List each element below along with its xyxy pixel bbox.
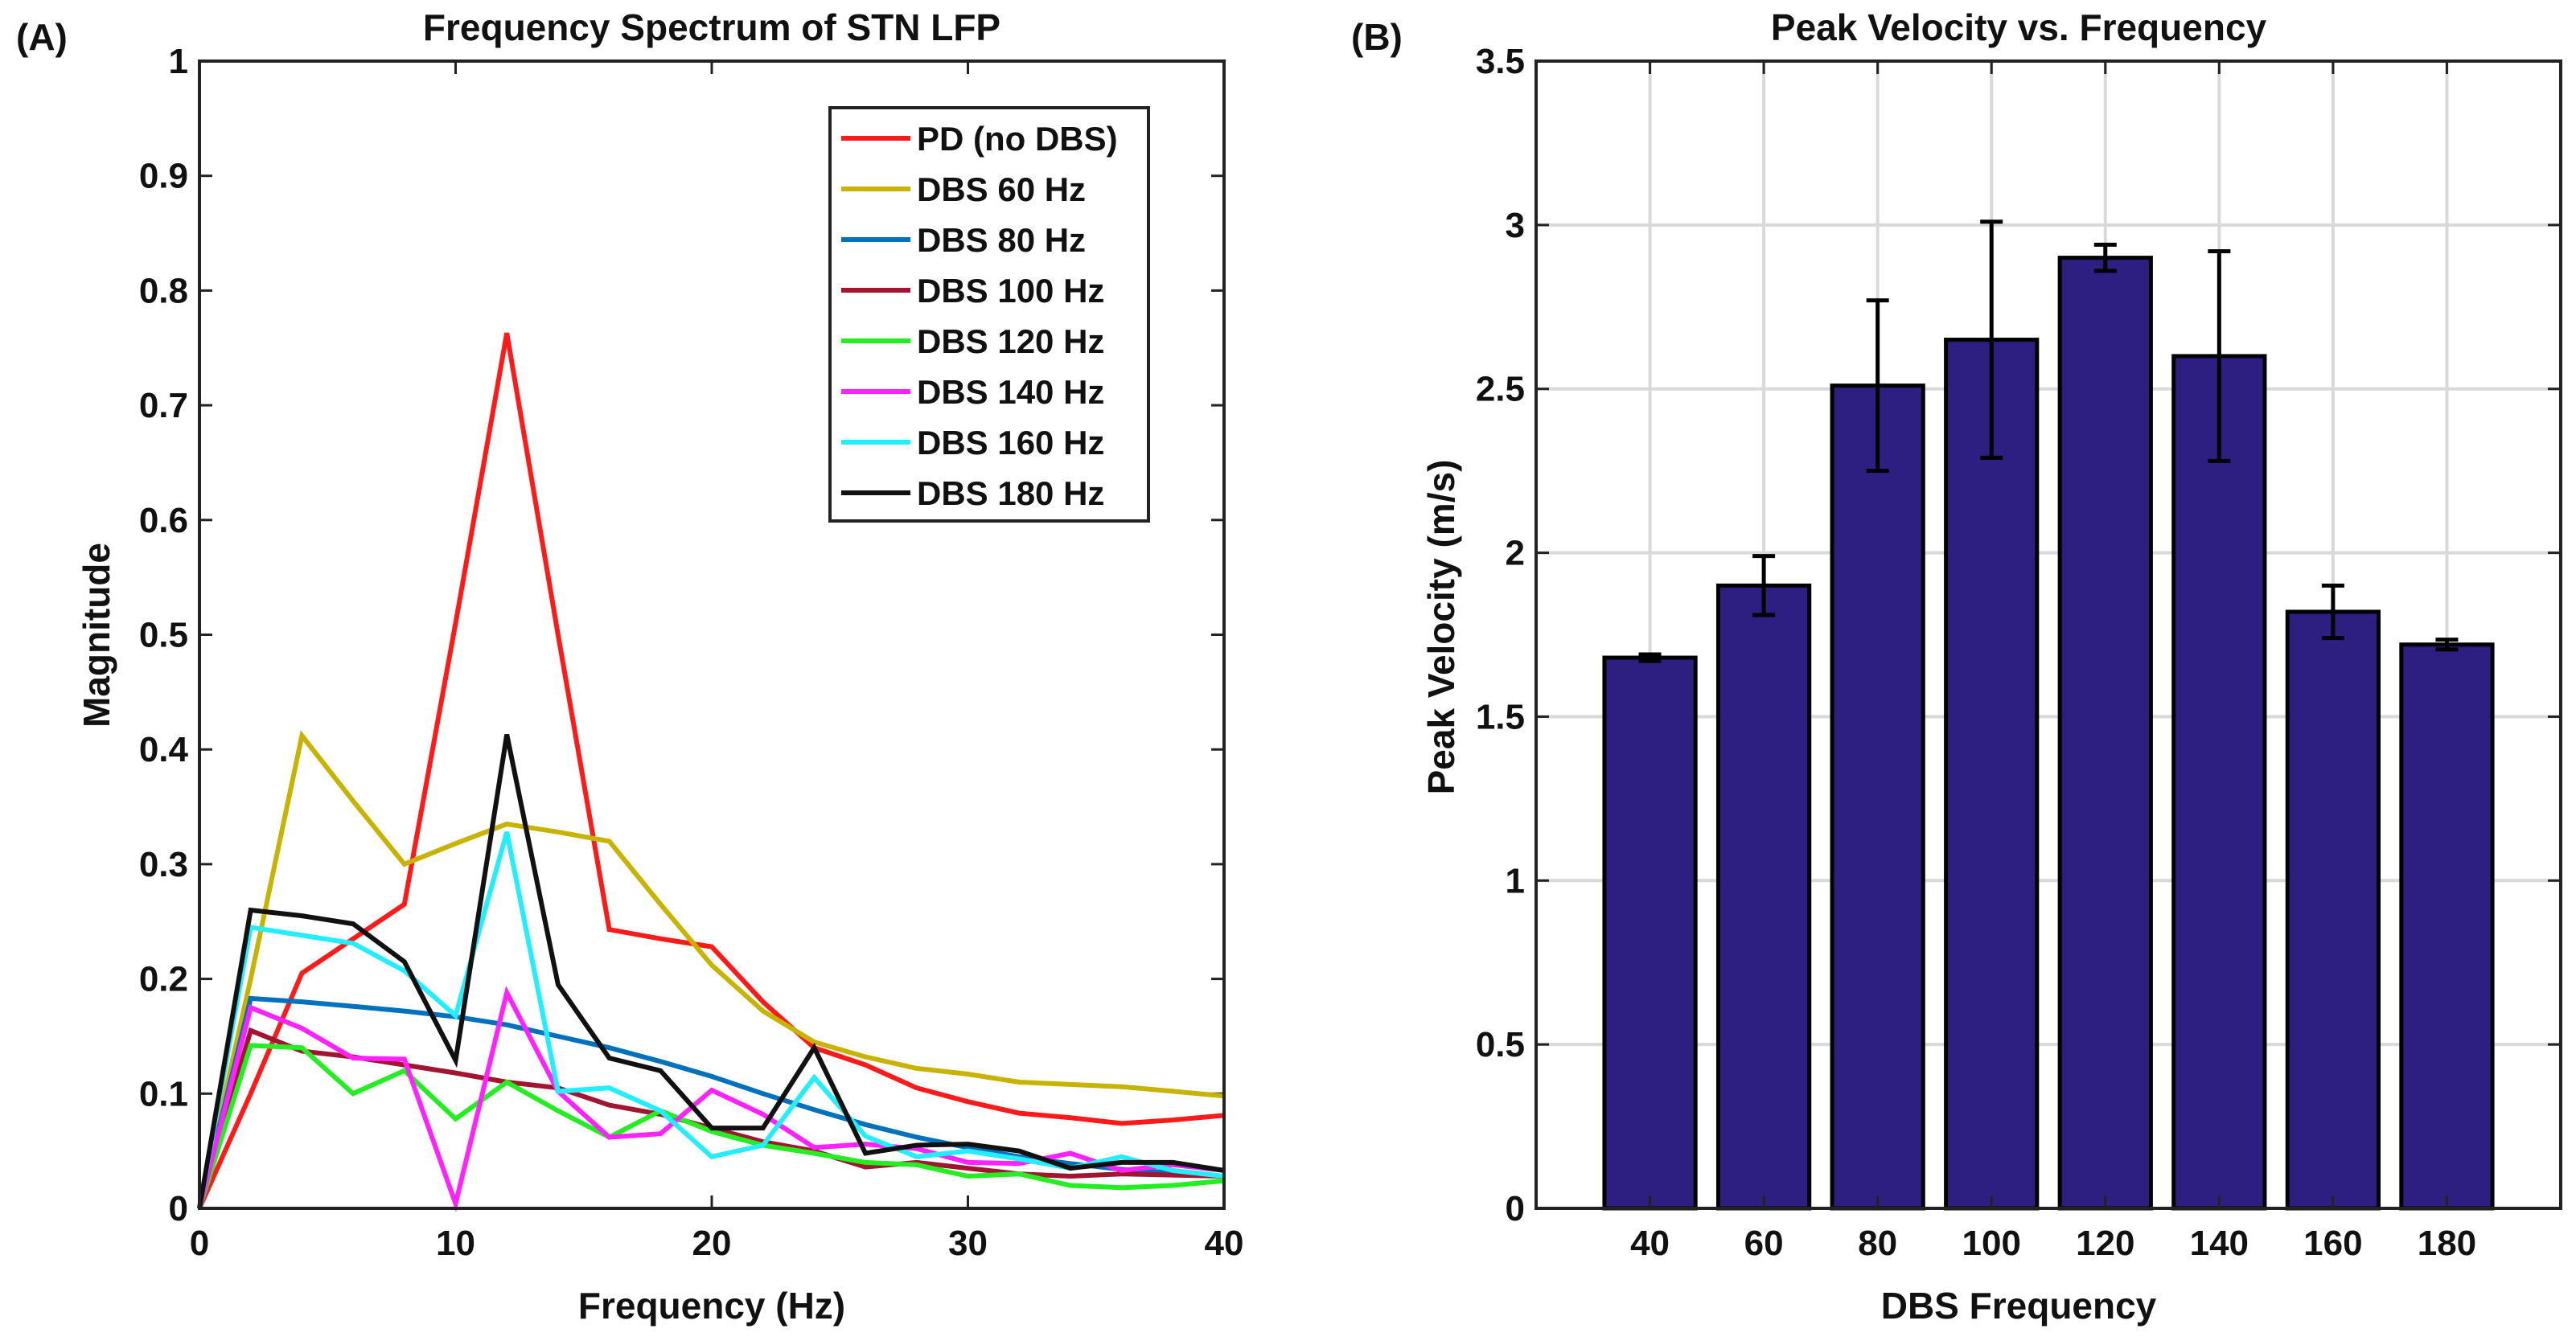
panel-a-title: Frequency Spectrum of STN LFP: [423, 6, 1000, 48]
panel-b-y-tick-label: 1: [1506, 861, 1525, 900]
panel-a-y-tick-label: 0.1: [139, 1074, 188, 1113]
panel-b-bar: [1830, 383, 1925, 1211]
panel-a-y-tick-label: 0.5: [139, 616, 188, 655]
panel-a-line-chart: (A) Frequency Spectrum of STN LFP 0 0.1 0.…: [16, 6, 1243, 1327]
panel-a-y-tick-label: 0.9: [139, 157, 188, 196]
panel-b-x-axis-label: DBS Frequency: [1881, 1285, 2157, 1327]
panel-a-legend-label: DBS 100 Hz: [917, 272, 1104, 310]
panel-a-series-line: [197, 1043, 1225, 1209]
panel-a-legend-label: PD (no DBS): [917, 120, 1118, 158]
panel-b-y-tick-label: 2.5: [1476, 370, 1525, 409]
panel-b-bar: [2399, 642, 2495, 1211]
panel-b-axes-frame: [1535, 59, 2562, 1210]
panel-a-y-tick-label: 0.2: [139, 960, 188, 999]
panel-b-y-tick-label: 2: [1506, 534, 1525, 573]
panel-a-series-line: [197, 332, 1225, 1210]
panel-a-y-tick-label: 0.7: [139, 386, 188, 425]
panel-b-x-tick-label: 40: [1630, 1224, 1670, 1263]
panel-b-label: (B): [1351, 16, 1403, 58]
panel-b-title: Peak Velocity vs. Frequency: [1771, 6, 2267, 48]
panel-a-x-tick-label: 0: [190, 1224, 209, 1263]
panel-a-legend-label: DBS 140 Hz: [917, 373, 1104, 411]
panel-a-legend: PD (no DBS) DBS 60 Hz DBS 80 Hz DBS 100 Hz D…: [828, 106, 1150, 523]
panel-b-bar: [2057, 256, 2153, 1211]
panel-b-bar-chart: (B) Peak Velocity vs. Frequency 0 0.5 1 1.5…: [1351, 6, 2562, 1327]
panel-a-x-axis-label: Frequency (Hz): [578, 1285, 845, 1327]
panel-a-series-line: [197, 986, 1225, 1212]
panel-b-x-tick-label: 140: [2190, 1224, 2249, 1263]
panel-b-x-tick-label: 80: [1858, 1224, 1897, 1263]
panel-a-y-tick-label: 0.4: [139, 730, 189, 769]
panel-a-legend-label: DBS 160 Hz: [917, 424, 1104, 461]
panel-b-plot-area: 0 0.5 1 1.5 2 2.5 3 3.5 40 60 80 100 120 140 160 180: [1476, 42, 2562, 1263]
panel-a-y-tick-label: 1: [169, 42, 188, 81]
panel-a-x-tick-label: 20: [692, 1224, 732, 1263]
panel-a-legend-label: DBS 60 Hz: [917, 170, 1086, 208]
panel-b-x-tick-label: 100: [1962, 1224, 2021, 1263]
panel-b-bar: [1944, 338, 2040, 1211]
panel-b-bar: [2285, 609, 2381, 1211]
panel-b-y-tick-label: 3: [1506, 206, 1525, 245]
panel-a-series-line: [197, 733, 1225, 1209]
panel-b-y-tick-label: 0.5: [1476, 1025, 1525, 1064]
panel-b-axes-background: [1536, 61, 2561, 1208]
panel-a-legend-label: DBS 120 Hz: [917, 322, 1104, 360]
panel-b-y-axis-label: Peak Velocity (m/s): [1420, 460, 1462, 795]
panel-b-y-tick-label: 1.5: [1476, 697, 1525, 736]
panel-b-x-tick-label: 180: [2418, 1224, 2476, 1263]
panel-a-legend-box: [828, 106, 1150, 523]
panel-b-y-tick-label: 0: [1506, 1189, 1525, 1228]
panel-a-legend-label: DBS 180 Hz: [917, 474, 1104, 512]
panel-a-series-line: [197, 831, 1225, 1209]
panel-b-bar: [1715, 583, 1812, 1211]
panel-a-series-line: [197, 730, 1225, 1209]
panel-b-x-tick-label: 160: [2303, 1224, 2362, 1263]
panel-a-x-tick-label: 40: [1205, 1224, 1244, 1263]
panel-b-bar: [2171, 354, 2267, 1211]
panel-a-y-tick-label: 0.8: [139, 271, 188, 310]
panel-a-y-axis-label: Magnitude: [76, 543, 117, 728]
panel-a-label: (A): [16, 16, 68, 58]
panel-a-x-tick-label: 30: [948, 1224, 988, 1263]
panel-b-bar: [1602, 655, 1698, 1211]
panel-b-y-tick-label: 3.5: [1476, 42, 1525, 81]
panel-a-y-tick-label: 0.3: [139, 845, 188, 884]
panel-b-x-tick-label: 120: [2076, 1224, 2134, 1263]
panel-b-x-tick-label: 60: [1744, 1224, 1784, 1263]
panel-a-legend-label: DBS 80 Hz: [917, 221, 1086, 259]
panel-a-x-tick-label: 10: [436, 1224, 475, 1263]
panel-a-axes-frame: [198, 59, 1226, 1210]
panel-a-y-tick-label: 0: [169, 1189, 188, 1228]
panel-a-y-tick-label: 0.6: [139, 501, 188, 540]
